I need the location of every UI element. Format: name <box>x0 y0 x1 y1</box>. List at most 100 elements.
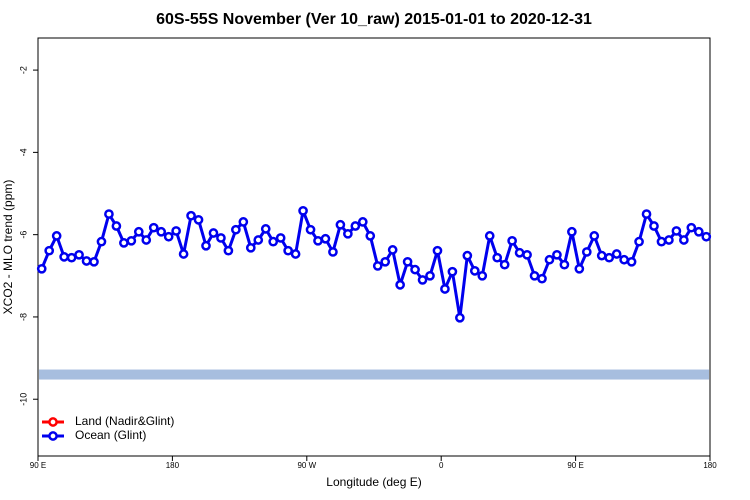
series-marker <box>44 245 55 256</box>
series-marker <box>544 254 555 265</box>
y-tick-label: -8 <box>18 313 28 321</box>
series-marker <box>611 249 622 259</box>
series-marker <box>74 249 84 260</box>
series-marker <box>567 226 577 237</box>
series-marker <box>410 264 420 275</box>
series-marker <box>626 256 637 267</box>
series-marker <box>477 270 488 281</box>
series-marker <box>686 222 697 233</box>
series-marker <box>469 266 480 276</box>
series-marker <box>283 245 293 256</box>
x-axis-label: Longitude (deg E) <box>326 475 421 489</box>
series-marker <box>320 233 331 244</box>
series-marker <box>290 249 301 259</box>
y-tick-label: -10 <box>18 393 28 406</box>
series-marker <box>156 226 167 237</box>
series-marker <box>51 231 62 241</box>
series-marker <box>148 222 159 233</box>
series-marker <box>589 231 600 241</box>
series-marker <box>537 273 547 284</box>
y-tick-label: -4 <box>18 148 28 156</box>
series-marker <box>238 217 249 227</box>
series-marker <box>104 209 114 219</box>
series-marker <box>335 219 346 230</box>
series-marker <box>89 256 99 267</box>
series-marker <box>529 270 540 281</box>
series-marker <box>641 209 652 219</box>
series-marker <box>462 250 473 261</box>
plot-frame <box>37 37 711 457</box>
series-marker <box>193 214 204 225</box>
series-marker <box>36 263 47 274</box>
series-marker <box>223 245 234 256</box>
series-marker <box>552 249 562 260</box>
series-marker <box>253 235 264 245</box>
series-marker <box>522 249 532 260</box>
reference-band <box>39 369 709 380</box>
series-marker <box>313 235 323 246</box>
series-marker <box>417 275 428 285</box>
series-marker <box>492 252 503 263</box>
x-tick-label: 90 E <box>567 461 583 470</box>
series-marker <box>298 205 308 216</box>
series-marker <box>216 233 226 243</box>
series-marker <box>574 263 585 274</box>
series-marker <box>186 210 196 221</box>
series-marker <box>455 312 465 323</box>
series-marker <box>664 235 674 245</box>
legend-label: Land (Nadir&Glint) <box>75 414 174 428</box>
series-marker <box>260 224 271 234</box>
series-marker <box>380 256 391 267</box>
series-marker <box>596 250 607 261</box>
series-marker <box>208 228 219 238</box>
series-marker <box>268 236 279 247</box>
series-marker <box>275 233 286 243</box>
series-marker <box>447 266 458 277</box>
series-marker <box>432 245 443 256</box>
series-marker <box>559 259 570 270</box>
legend-label: Ocean (Glint) <box>75 428 146 442</box>
chart-title: 60S-55S November (Ver 10_raw) 2015-01-01… <box>156 11 592 28</box>
series-marker <box>365 231 376 241</box>
series-marker <box>372 261 383 271</box>
y-axis-label: XCO2 - MLO trend (ppm) <box>1 180 15 315</box>
series-marker <box>81 256 92 266</box>
series-marker <box>111 221 122 231</box>
series-marker <box>350 221 361 231</box>
series-marker <box>343 228 353 239</box>
series-marker <box>96 236 107 247</box>
series-marker <box>679 235 689 245</box>
series-marker <box>507 235 517 246</box>
series-marker <box>387 245 398 255</box>
series-marker <box>425 270 435 281</box>
y-tick-label: -6 <box>18 231 28 239</box>
legend-marker <box>48 431 58 441</box>
series-marker <box>484 231 495 241</box>
series-marker <box>440 284 450 294</box>
series-marker <box>357 217 368 227</box>
series-marker <box>141 235 152 245</box>
series-marker <box>634 236 644 247</box>
series-marker <box>133 226 144 237</box>
series-marker <box>619 254 629 265</box>
series-marker <box>305 224 316 235</box>
series-marker <box>119 238 129 248</box>
series-marker <box>693 226 704 237</box>
series-marker <box>59 252 69 262</box>
series-marker <box>66 252 77 263</box>
x-tick-label: 180 <box>703 461 717 470</box>
series-marker <box>328 247 338 257</box>
series-marker <box>231 224 241 235</box>
series-marker <box>604 252 615 263</box>
series-marker <box>178 249 189 259</box>
series-marker <box>649 221 659 231</box>
series-marker <box>171 226 181 236</box>
series-marker <box>163 231 174 242</box>
series-marker <box>701 231 712 242</box>
series-marker <box>395 280 405 290</box>
series-marker <box>126 235 137 246</box>
x-tick-label: 90 E <box>30 461 46 470</box>
series-marker <box>671 226 682 236</box>
